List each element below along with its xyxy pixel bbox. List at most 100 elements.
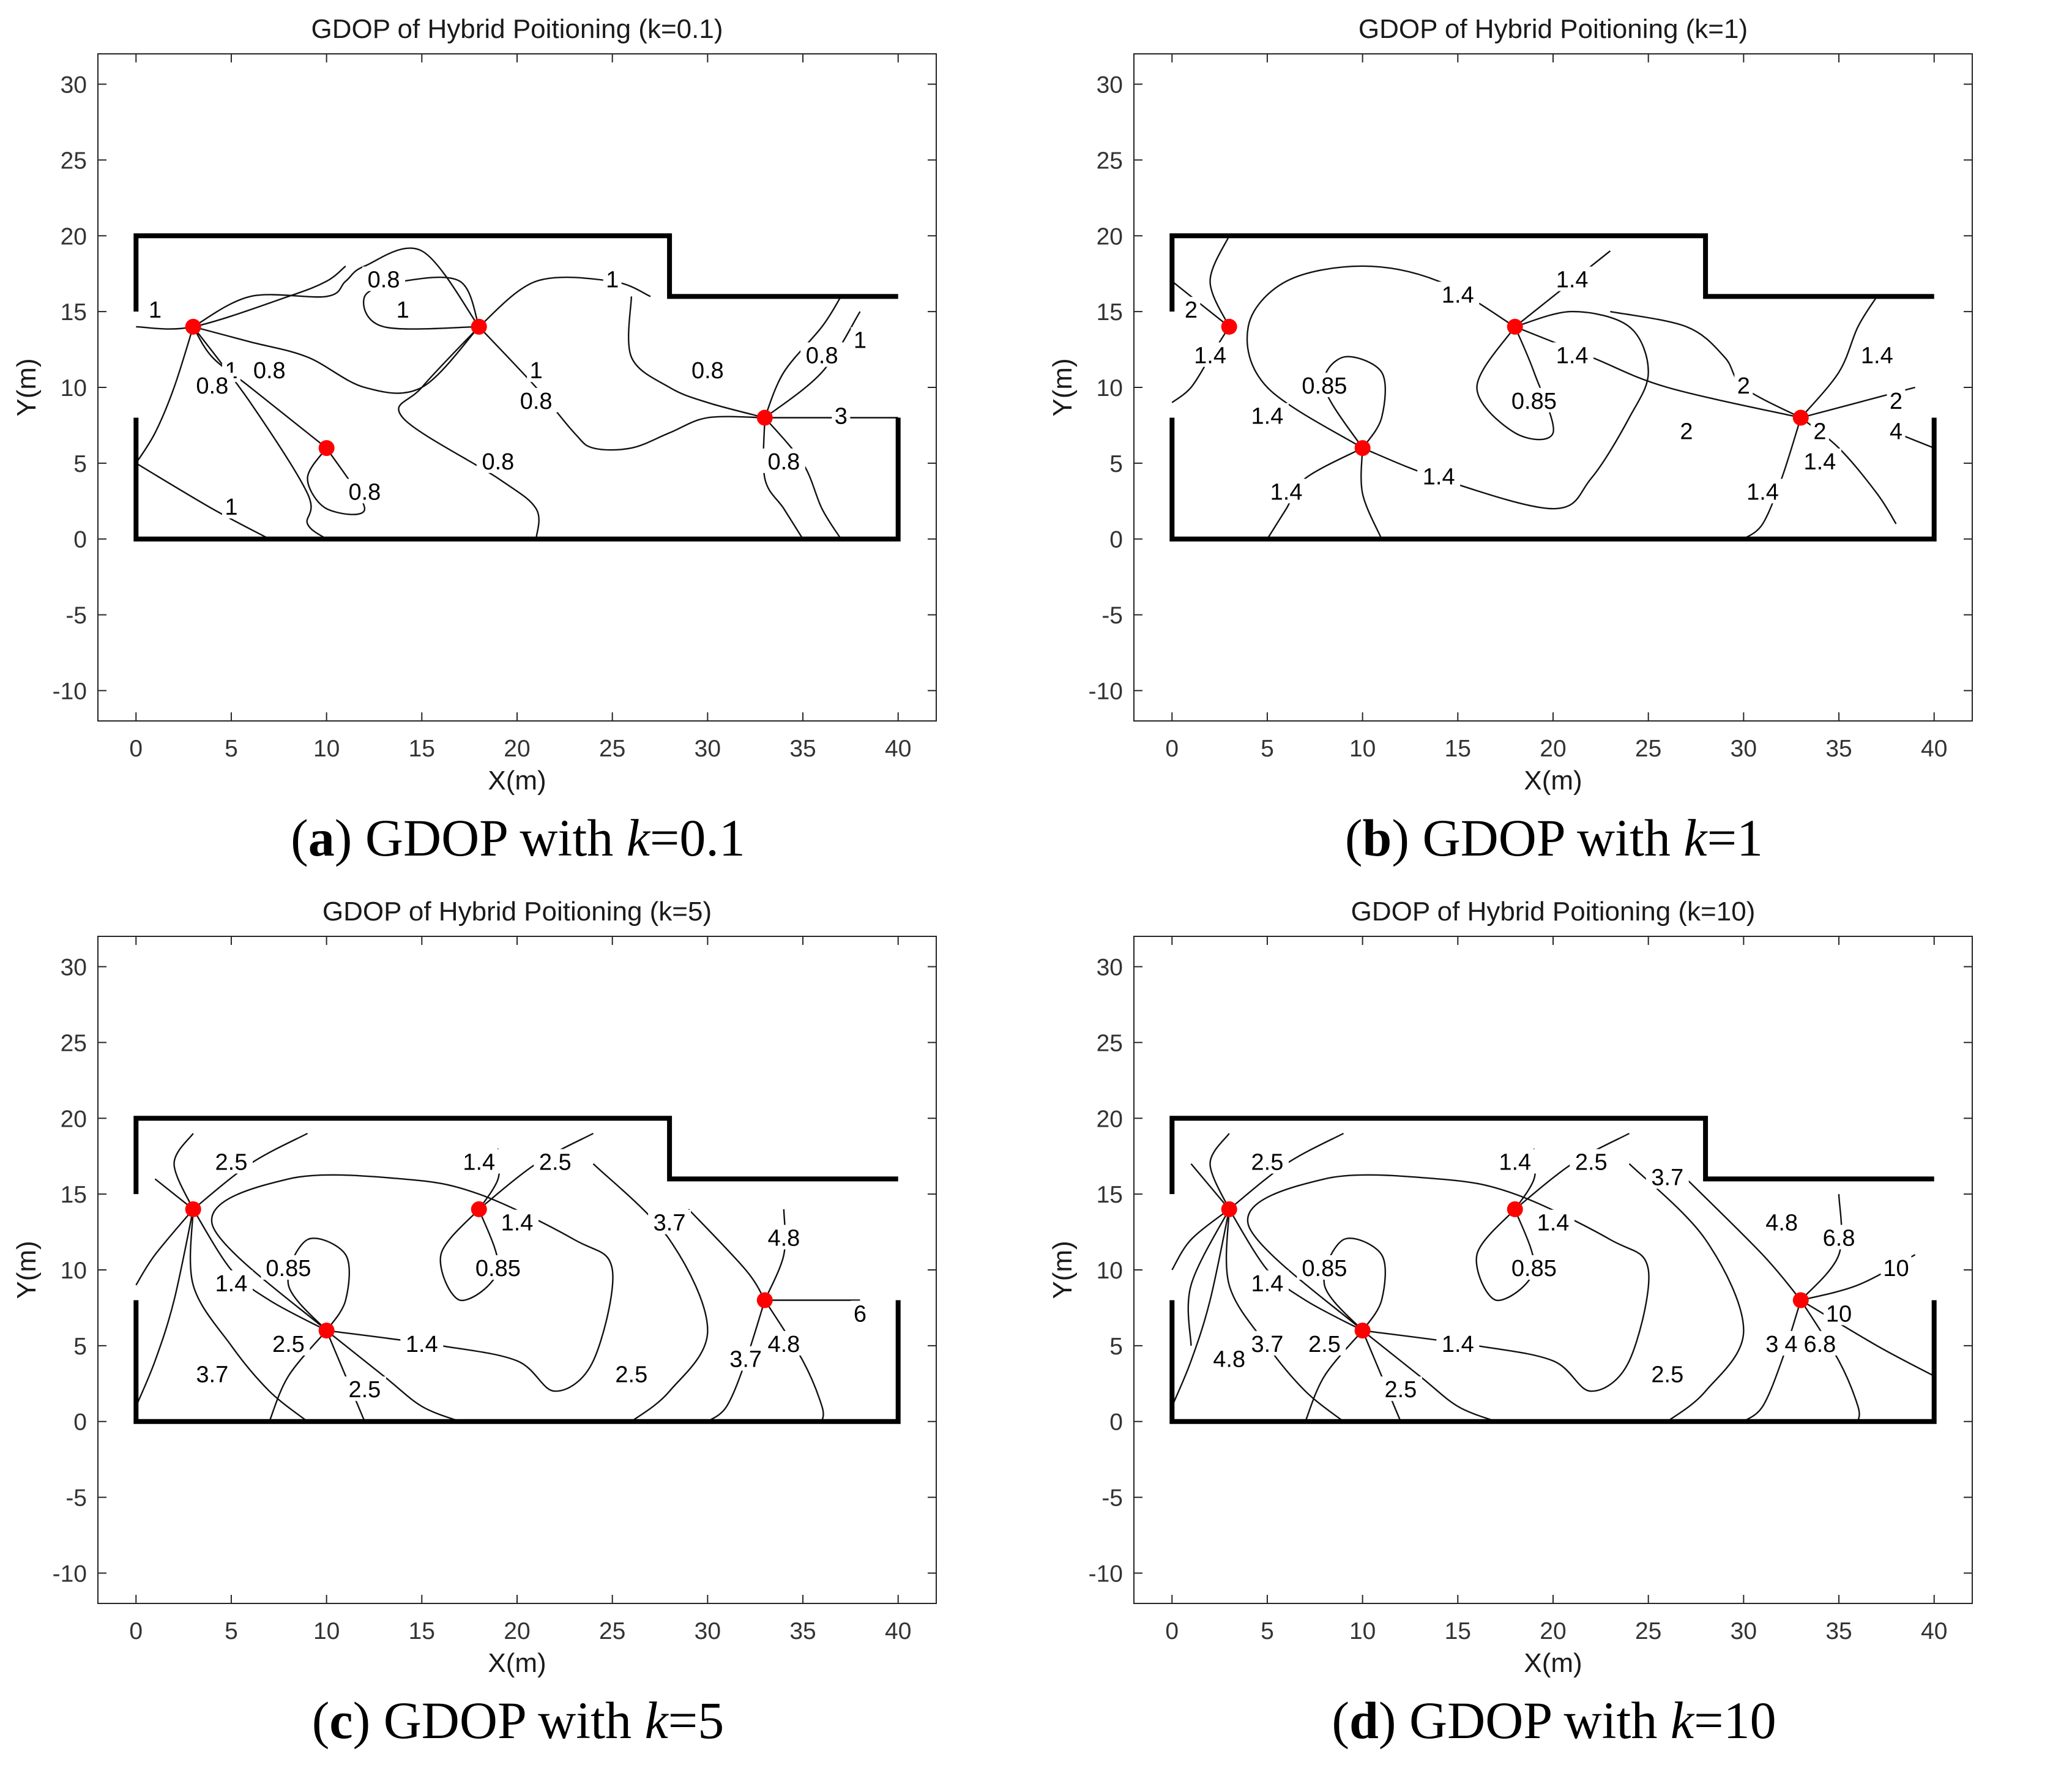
- y-tick-label-d-1: -5: [1101, 1485, 1123, 1512]
- y-tick-label-b-4: 10: [1097, 375, 1123, 401]
- contour-label-c-9: 6: [854, 1301, 866, 1327]
- x-tick-label-a-6: 30: [695, 736, 721, 762]
- y-tick-label-a-5: 15: [61, 299, 87, 326]
- x-tick-label-c-2: 10: [313, 1618, 340, 1644]
- contour-label-bg-c-0: [209, 1149, 253, 1174]
- x-tick-label-b-6: 30: [1731, 736, 1757, 762]
- y-tick-label-a-3: 5: [73, 451, 87, 477]
- y-tick-label-b-0: -10: [1089, 678, 1123, 704]
- contour-label-bg-b-1: [1551, 266, 1594, 291]
- contour-line-c-11: [326, 1330, 461, 1422]
- contour-line-c-12: [439, 1209, 499, 1302]
- contour-label-b-15: 1.4: [1803, 449, 1836, 475]
- contour-label-c-3: 1.4: [501, 1211, 534, 1236]
- y-tick-label-a-7: 25: [61, 147, 87, 174]
- y-tick-label-d-6: 20: [1097, 1106, 1123, 1132]
- contour-label-bg-d-17: [1645, 1361, 1689, 1386]
- contour-label-a-9: 0.8: [482, 449, 514, 475]
- contour-label-a-16: 0.8: [767, 449, 800, 475]
- contour-line-a-9: [398, 326, 540, 539]
- y-tick-label-c-3: 5: [73, 1334, 87, 1360]
- contour-label-d-17: 2.5: [1651, 1362, 1683, 1387]
- x-tick-label-b-0: 0: [1165, 736, 1179, 762]
- contour-label-d-9: 6.8: [1823, 1225, 1855, 1251]
- contour-line-d-16: [1628, 1163, 1745, 1422]
- contour-label-bg-c-15: [724, 1346, 767, 1371]
- contour-label-a-12: 0.8: [691, 358, 724, 384]
- contour-line-c-15: [592, 1163, 709, 1422]
- x-tick-label-c-0: 0: [129, 1618, 143, 1644]
- caption-a: (a) GDOP with k=0.1: [291, 808, 745, 867]
- chart-title-d: GDOP of Hybrid Poitioning (k=10): [1351, 897, 1756, 927]
- contour-line-c-8: [287, 1237, 350, 1331]
- y-tick-label-d-8: 30: [1097, 955, 1123, 981]
- contour-line-a-13: [764, 296, 842, 418]
- axes-box-b: [1133, 53, 1973, 722]
- contour-label-c-5: 0.85: [475, 1256, 521, 1282]
- contour-label-c-7: 3.7: [654, 1211, 686, 1236]
- y-tick-label-b-6: 20: [1097, 223, 1123, 250]
- contour-label-bg-a-5: [190, 373, 234, 397]
- contour-label-bg-d-16: [1207, 1346, 1251, 1371]
- caption-d-letter: d: [1349, 1691, 1379, 1750]
- x-tick-label-b-5: 25: [1635, 736, 1661, 762]
- contour-label-bg-c-9: [851, 1300, 870, 1326]
- contour-label-bg-c-13: [190, 1361, 234, 1386]
- anchor-point-a-1: [318, 440, 335, 457]
- x-tick-label-a-8: 40: [885, 736, 911, 762]
- contour-label-a-14: 1: [854, 328, 866, 354]
- x-tick-label-d-6: 30: [1731, 1618, 1757, 1644]
- contour-label-a-15: 3: [835, 404, 848, 430]
- x-tick-label-a-0: 0: [129, 736, 143, 762]
- contour-label-bg-d-8: [1760, 1209, 1803, 1234]
- caption-c-suffix: =5: [668, 1691, 725, 1750]
- contour-line-d-20: [1800, 1194, 1843, 1301]
- caption-b-prefix: GDOP with: [1422, 808, 1684, 867]
- contour-label-bg-c-4: [261, 1255, 316, 1280]
- caption-a-prefix: GDOP with: [365, 808, 627, 867]
- contour-label-bg-b-8: [1188, 342, 1232, 367]
- contour-line-d-13: [1475, 1209, 1535, 1302]
- x-axis-label-d: X(m): [1524, 1648, 1582, 1678]
- contour-label-bg-c-10: [400, 1330, 444, 1356]
- contour-label-bg-b-7: [1417, 463, 1461, 488]
- contour-label-d-0: 2.5: [1251, 1150, 1284, 1176]
- contour-line-a-11: [628, 296, 766, 419]
- contour-label-bg-b-9: [1182, 297, 1201, 322]
- contour-label-a-3: 1: [149, 297, 162, 323]
- x-tick-label-d-5: 25: [1635, 1618, 1661, 1644]
- contour-label-d-7: 1.4: [1251, 1271, 1284, 1297]
- contour-label-d-5: 0.85: [1302, 1256, 1347, 1282]
- contour-line-c-19: [764, 1209, 786, 1300]
- y-tick-label-a-0: -10: [53, 678, 87, 704]
- contour-label-bg-a-1: [393, 297, 412, 322]
- anchor-point-b-1: [1354, 440, 1371, 457]
- contour-label-d-10: 10: [1883, 1256, 1909, 1282]
- y-tick-label-d-4: 10: [1097, 1258, 1123, 1284]
- x-tick-label-a-1: 5: [225, 736, 238, 762]
- y-tick-label-c-7: 25: [61, 1030, 87, 1056]
- contour-line-c-18: [764, 1299, 824, 1422]
- contour-line-a-1: [193, 247, 480, 327]
- x-tick-label-c-8: 40: [885, 1618, 911, 1644]
- contour-label-bg-c-1: [457, 1149, 501, 1174]
- y-tick-label-c-6: 20: [61, 1106, 87, 1132]
- contour-line-c-5: [189, 1209, 308, 1422]
- y-axis-label-b: Y(m): [1048, 358, 1078, 416]
- contour-label-bg-d-2: [1570, 1149, 1613, 1174]
- y-axis-label-a: Y(m): [12, 358, 42, 416]
- contour-label-bg-a-16: [762, 448, 805, 473]
- contour-line-d-19: [1800, 1299, 1860, 1422]
- contour-label-bg-d-14: [1379, 1376, 1422, 1401]
- x-tick-label-c-1: 5: [225, 1618, 238, 1644]
- anchor-point-b-2: [1507, 318, 1523, 335]
- contour-label-bg-d-9: [1817, 1225, 1861, 1250]
- contour-label-bg-b-12: [1855, 342, 1899, 367]
- contour-label-c-6: 1.4: [215, 1271, 248, 1297]
- contour-label-a-1: 1: [397, 297, 409, 323]
- x-tick-label-d-1: 5: [1261, 1618, 1274, 1644]
- y-tick-label-a-8: 30: [61, 72, 87, 99]
- contour-label-c-14: 2.5: [615, 1362, 647, 1387]
- y-tick-label-c-5: 15: [61, 1182, 87, 1208]
- contour-line-c-17: [707, 1300, 766, 1422]
